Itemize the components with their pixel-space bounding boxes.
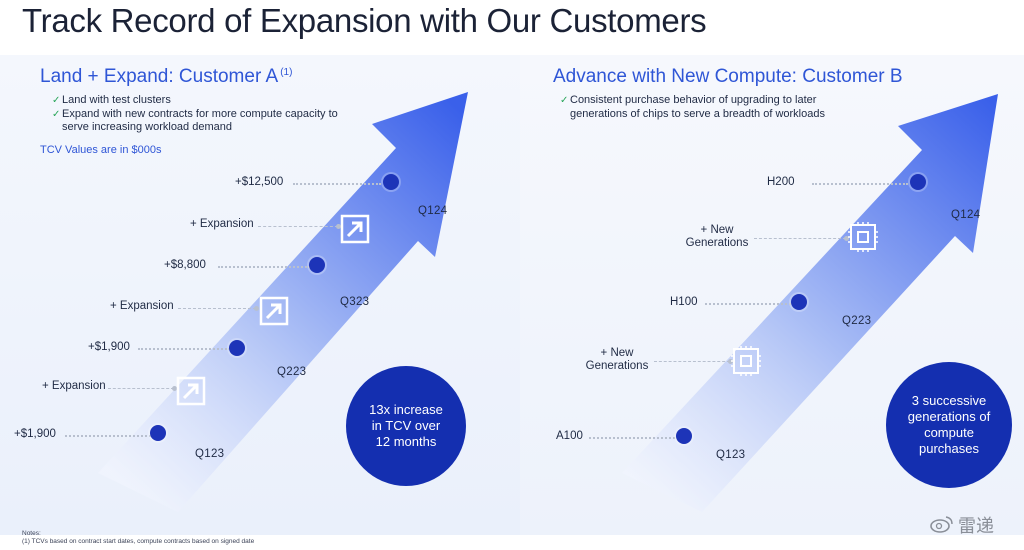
quarter-label-q124: Q124 — [951, 209, 981, 221]
leader-line — [108, 388, 174, 389]
leader-line — [589, 437, 675, 439]
weibo-logo-icon — [930, 516, 953, 533]
tcv-value-q123: +$1,900 — [14, 428, 56, 440]
customer-a-heading: Land + Expand: Customer A (1) — [40, 66, 292, 88]
tcv-value-q223: +$1,900 — [88, 341, 130, 353]
expansion-label: + Expansion — [42, 380, 106, 392]
leader-line — [705, 303, 791, 305]
leader-line — [812, 183, 908, 185]
footnotes: Notes: (1) TCVs based on contract start … — [22, 530, 254, 546]
expand-diagonal-arrow-icon — [340, 214, 370, 244]
leader-endpoint — [254, 306, 259, 311]
milestone-node-h100 — [791, 294, 807, 310]
tcv-increase-badge: 13x increase in TCV over 12 months — [346, 366, 466, 486]
tcv-note: TCV Values are in $000s — [40, 144, 162, 156]
expand-diagonal-arrow-icon — [259, 296, 289, 326]
customer-b-arrow — [622, 94, 998, 512]
quarter-label-q123: Q123 — [716, 449, 746, 461]
quarter-label-q323: Q323 — [340, 296, 370, 308]
quarter-label-q223: Q223 — [842, 315, 872, 327]
bullet-item: ✓ Consistent purchase behavior of upgrad… — [560, 94, 860, 121]
leader-endpoint — [336, 224, 341, 229]
new-generations-label-line-2: Generations — [685, 237, 749, 249]
watermark-text: 雷递 — [958, 516, 994, 536]
leader-line — [754, 238, 846, 239]
new-generations-label-line-1: + New — [700, 224, 734, 236]
new-generations-label-line-1: + New — [600, 347, 634, 359]
milestone-node-q124 — [383, 174, 399, 190]
leader-line — [218, 266, 310, 268]
notes-heading: Notes: — [22, 530, 41, 537]
tcv-value-q323: +$8,800 — [164, 259, 206, 271]
new-generations-label: + New Generations — [582, 347, 652, 373]
milestone-node-a100 — [676, 428, 692, 444]
chip-icon — [731, 346, 761, 376]
compute-generations-badge: 3 successive generations of compute purc… — [886, 362, 1012, 488]
new-generations-label-line-2: Generations — [585, 360, 649, 372]
check-icon: ✓ — [52, 108, 61, 120]
customer-a-arrow — [98, 92, 468, 512]
leader-line — [654, 361, 730, 362]
bullet-item: ✓ Expand with new contracts for more com… — [52, 108, 362, 135]
expand-diagonal-arrow-icon — [176, 376, 206, 406]
expansion-label: + Expansion — [110, 300, 174, 312]
quarter-label-q223: Q223 — [277, 366, 307, 378]
bullet-item: ✓ Land with test clusters — [52, 94, 362, 108]
chip-icon — [848, 222, 878, 252]
leader-line — [65, 435, 151, 437]
check-icon: ✓ — [52, 95, 61, 106]
leader-endpoint — [844, 236, 849, 241]
chip-label-h200: H200 — [767, 176, 795, 188]
badge-text: 3 successive generations of compute purc… — [907, 393, 991, 456]
leader-endpoint — [172, 386, 177, 391]
quarter-label-q123: Q123 — [195, 448, 225, 460]
leader-line — [258, 226, 338, 227]
customer-b-bullets: ✓ Consistent purchase behavior of upgrad… — [560, 94, 860, 121]
quarter-label-q124: Q124 — [418, 205, 448, 217]
expansion-label: + Expansion — [190, 218, 254, 230]
chip-label-a100: A100 — [556, 430, 583, 442]
tcv-value-q124: +$12,500 — [235, 176, 284, 188]
chip-label-h100: H100 — [670, 296, 698, 308]
leader-line — [178, 308, 256, 309]
leader-line — [293, 183, 381, 185]
badge-text: 13x increase in TCV over 12 months — [369, 402, 443, 449]
page-title: Track Record of Expansion with Our Custo… — [22, 2, 707, 39]
milestone-node-h200 — [910, 174, 926, 190]
bullet-text: Consistent purchase behavior of upgradin… — [570, 94, 825, 120]
milestone-node-q223 — [229, 340, 245, 356]
check-icon: ✓ — [560, 95, 569, 106]
leader-endpoint — [728, 359, 733, 364]
new-generations-label: + New Generations — [682, 224, 752, 250]
notes-line: (1) TCVs based on contract start dates, … — [22, 538, 255, 545]
milestone-node-q323 — [309, 257, 325, 273]
leader-line — [138, 348, 230, 350]
customer-a-bullets: ✓ Land with test clusters ✓ Expand with … — [52, 94, 362, 135]
bullet-text: Expand with new contracts for more compu… — [62, 107, 338, 134]
customer-a-heading-text: Land + Expand: Customer A — [40, 66, 279, 87]
customer-b-heading: Advance with New Compute: Customer B — [553, 66, 903, 87]
bullet-text: Land with test clusters — [62, 94, 171, 106]
footnote-marker: (1) — [280, 66, 293, 78]
milestone-node-q123 — [150, 425, 166, 441]
